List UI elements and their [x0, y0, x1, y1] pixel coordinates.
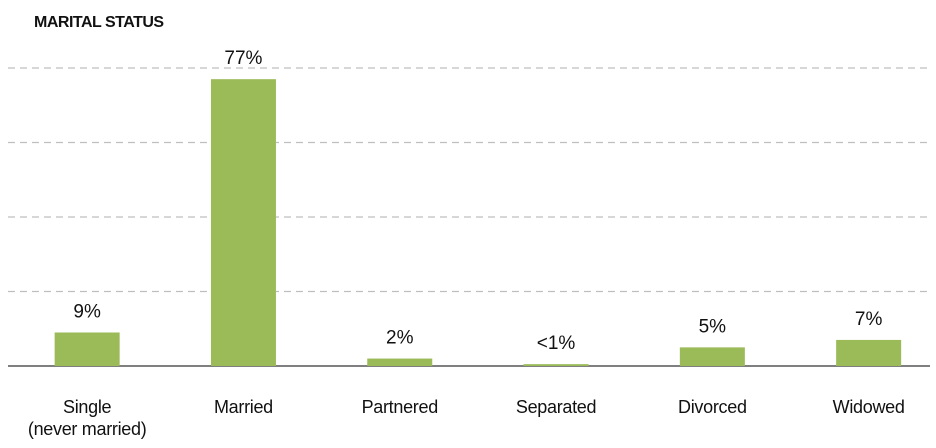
value-label: 9%	[73, 301, 101, 322]
bar	[523, 364, 589, 366]
value-label: 7%	[855, 309, 883, 330]
chart-title: MARITAL STATUS	[34, 14, 164, 31]
x-tick-label: Widowed	[832, 397, 905, 417]
x-tick-label: Separated	[515, 397, 597, 417]
bar	[54, 332, 120, 366]
bar	[836, 339, 902, 366]
x-tick-label: Partnered	[361, 397, 439, 417]
bar	[210, 79, 276, 367]
x-tick-label: Single (never married)	[27, 397, 147, 439]
value-label: 5%	[699, 316, 727, 337]
x-tick-label: Married	[213, 397, 273, 417]
value-label: <1%	[537, 333, 576, 354]
value-label: 2%	[386, 328, 414, 349]
bar	[367, 358, 433, 366]
value-label: 77%	[224, 48, 262, 69]
x-tick-label: Divorced	[678, 397, 747, 417]
bar	[679, 347, 745, 366]
